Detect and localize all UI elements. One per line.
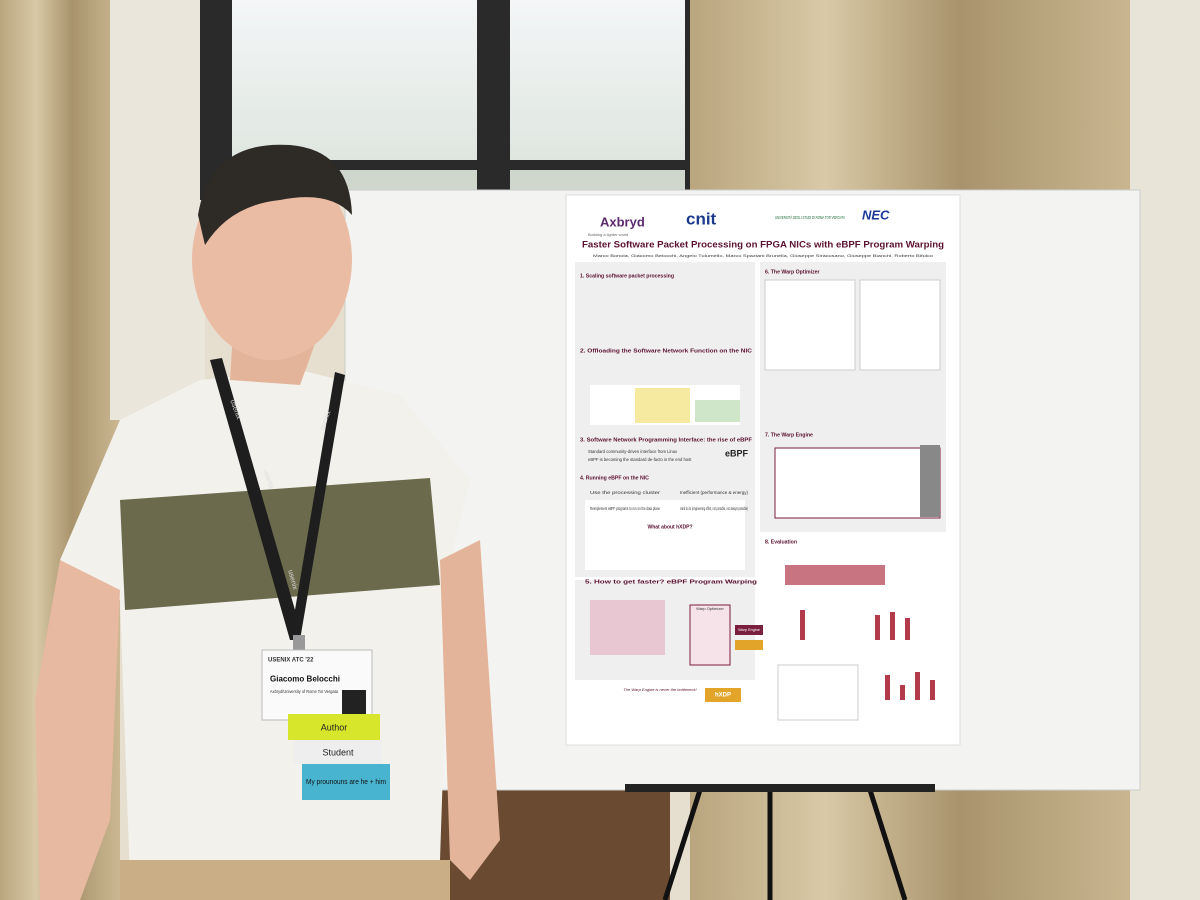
- warp-label: Warp Engine: [738, 628, 760, 632]
- person-shape: [120, 478, 440, 610]
- poster-shape: [915, 672, 920, 700]
- background-shape: [232, 0, 477, 160]
- person-shape: [440, 540, 500, 880]
- section-heading: 5. How to get faster? eBPF Program Warpi…: [585, 579, 757, 585]
- warp-label: hXDP: [715, 693, 731, 699]
- poster-shape: [695, 400, 740, 422]
- section-heading: 2. Offloading the Software Network Funct…: [580, 348, 752, 354]
- badge-shape: [294, 740, 382, 764]
- poster-shape: [585, 500, 745, 570]
- bullet: eBPF is becoming the standard de-facto i…: [588, 457, 692, 462]
- section-heading: 4. Running eBPF on the NIC: [580, 475, 649, 481]
- poster-title: Faster Software Packet Processing on FPG…: [582, 239, 944, 249]
- poster-board-shape: [662, 789, 703, 900]
- logo: UNIVERSITÀ DEGLI STUDI DI ROMA TOR VERGA…: [775, 214, 845, 220]
- logo: Axbryd: [600, 214, 645, 229]
- badge-shape: [302, 764, 390, 800]
- poster-shape: [885, 675, 890, 700]
- running-result: Inefficient (performance & energy): [680, 490, 749, 495]
- poster-shape: [800, 610, 805, 640]
- background-shape: [510, 0, 685, 160]
- poster-shape: [890, 612, 895, 640]
- section-heading: 8. Evaluation: [765, 539, 797, 545]
- badge-shape: [288, 714, 380, 740]
- poster-shape: [905, 618, 910, 640]
- badge-event: USENIX ATC '22: [268, 658, 314, 664]
- poster-shape: [875, 615, 880, 640]
- person-shape: [198, 144, 352, 245]
- logo: cnit: [686, 209, 717, 228]
- poster-shape: [764, 279, 856, 371]
- poster-shape: [777, 664, 859, 721]
- poster-shape: [859, 279, 941, 371]
- person-shape: [120, 860, 450, 900]
- poster-shape: [785, 565, 885, 585]
- running-result: Hard to do (engineering effort, not port…: [680, 506, 748, 511]
- poster-shape: [930, 680, 935, 700]
- question: What about hXDP?: [648, 524, 693, 530]
- section-heading: 1. Scaling software packet processing: [580, 273, 674, 279]
- badge-affiliation: Axbryd/University of Rome Tor Vergata: [270, 689, 338, 694]
- badge-ribbon: My prounouns are he + him: [306, 779, 386, 786]
- warp-label: Warp Optimizer: [696, 606, 724, 611]
- badge: [261, 649, 390, 800]
- poster-authors: Marco Bonola, Giacomo Belocchi, Angelo T…: [593, 253, 934, 258]
- running-row: Use the processing cluster: [590, 490, 661, 495]
- poster-shape: [920, 445, 940, 517]
- badge-name: Giacomo Belocchi: [270, 673, 340, 683]
- poster-shape: [785, 565, 935, 700]
- logo: NEC: [862, 207, 890, 222]
- poster-shape: [774, 447, 941, 519]
- logo-tagline: Building a lighter world: [588, 232, 628, 237]
- poster-shape: [735, 625, 763, 635]
- section-heading: 7. The Warp Engine: [765, 432, 813, 438]
- person-shape: [35, 560, 120, 900]
- poster-shape: [590, 600, 665, 655]
- bullet: Standard community-driven interface from…: [588, 449, 678, 454]
- badge-shape: [342, 690, 366, 714]
- section-heading: 3. Software Network Programming Interfac…: [580, 437, 752, 443]
- badge-ribbon: Student: [322, 747, 354, 757]
- person-shape: [210, 358, 345, 640]
- section-heading: 6. The Warp Optimizer: [765, 269, 820, 275]
- running-row: Reimplement eBPF programs to run on the …: [590, 506, 660, 511]
- poster-shape: [705, 688, 741, 702]
- background-shape: [110, 0, 205, 420]
- poster-shape: [900, 685, 905, 700]
- poster-board-shape: [867, 789, 908, 900]
- poster-shape: [735, 640, 763, 650]
- poster: [565, 194, 961, 746]
- ebpf-logo: eBPF: [725, 448, 749, 458]
- background-shape: [1130, 0, 1200, 900]
- warp-note: The Warp Engine is never the bottleneck!: [623, 687, 697, 692]
- poster-shape: [635, 388, 690, 423]
- badge-ribbon: Author: [321, 722, 348, 732]
- poster-board-shape: [625, 784, 935, 792]
- poster-shape: [689, 604, 731, 666]
